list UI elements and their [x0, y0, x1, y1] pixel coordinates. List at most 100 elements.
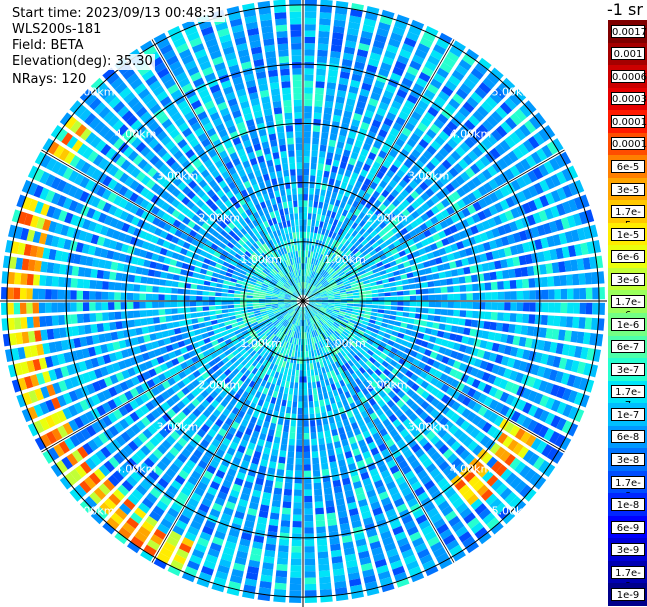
range-gate-cell	[311, 287, 317, 293]
range-gate-cell	[134, 319, 142, 327]
range-gate-cell	[259, 580, 272, 589]
range-gate-cell	[325, 257, 331, 264]
range-gate-cell	[234, 290, 241, 295]
range-gate-cell	[237, 445, 246, 454]
range-gate-cell	[494, 389, 504, 400]
range-gate-cell	[352, 309, 359, 313]
range-gate-cell	[252, 410, 260, 419]
range-gate-cell	[323, 392, 329, 400]
range-gate-cell	[358, 366, 366, 374]
range-gate-cell	[20, 273, 28, 285]
range-gate-cell	[331, 232, 337, 240]
range-gate-cell	[90, 268, 98, 279]
range-gate-cell	[361, 320, 369, 326]
range-gate-cell	[141, 326, 149, 335]
range-gate-cell	[231, 568, 244, 578]
range-gate-cell	[467, 256, 476, 265]
range-gate-cell	[96, 323, 104, 333]
range-gate-cell	[381, 234, 390, 242]
range-gate-cell	[314, 342, 319, 350]
range-gate-cell	[202, 296, 209, 301]
range-gate-cell	[178, 275, 186, 282]
range-gate-cell	[263, 374, 270, 382]
range-gate-cell	[304, 483, 312, 490]
range-gate-cell	[283, 387, 289, 395]
range-gate-cell	[308, 277, 312, 284]
range-gate-cell	[316, 361, 321, 369]
range-gate-cell	[222, 284, 230, 289]
range-gate-cell	[378, 297, 385, 301]
range-gate-cell	[433, 518, 446, 530]
range-gate-cell	[337, 387, 344, 395]
range-gate-cell	[295, 312, 299, 319]
range-gate-cell	[322, 281, 329, 287]
range-gate-cell	[246, 298, 253, 301]
range-gate-cell	[337, 359, 344, 367]
range-gate-cell	[340, 222, 347, 230]
range-gate-cell	[354, 454, 363, 463]
range-gate-cell	[278, 359, 284, 367]
range-gate-cell	[413, 127, 425, 138]
range-gate-cell	[411, 443, 421, 454]
range-gate-cell	[349, 264, 356, 270]
range-gate-cell	[70, 314, 78, 324]
range-gate-cell	[420, 320, 428, 327]
range-gate-cell	[331, 285, 339, 290]
range-gate-cell	[304, 489, 313, 497]
range-gate-cell	[246, 292, 254, 296]
range-gate-cell	[140, 318, 148, 326]
range-gate-cell	[458, 484, 471, 496]
range-gate-cell	[451, 190, 461, 201]
range-gate-cell	[470, 498, 483, 511]
range-gate-cell	[348, 436, 357, 445]
range-gate-cell	[410, 19, 425, 31]
range-gate-cell	[482, 241, 492, 252]
range-gate-cell	[120, 302, 128, 310]
range-gate-cell	[541, 144, 553, 158]
range-gate-cell	[442, 142, 454, 154]
range-gate-cell	[546, 447, 559, 461]
range-gate-cell	[45, 289, 52, 300]
range-gate-cell	[370, 380, 379, 389]
range-gate-cell	[344, 450, 353, 459]
range-gate-cell	[489, 442, 501, 455]
range-gate-cell	[350, 340, 357, 347]
range-gate-cell	[562, 184, 573, 198]
range-gate-cell	[522, 313, 530, 324]
range-gate-cell	[417, 469, 428, 480]
range-gate-cell	[417, 232, 426, 241]
range-gate-cell	[312, 213, 317, 221]
range-gate-cell	[177, 314, 185, 320]
range-gate-cell	[578, 211, 589, 225]
range-gate-cell	[390, 520, 402, 530]
range-gate-cell	[422, 295, 429, 301]
range-gate-cell	[167, 329, 176, 337]
range-gate-cell	[268, 461, 277, 469]
range-gate-cell	[392, 449, 402, 459]
range-gate-cell	[337, 327, 344, 333]
range-gate-cell	[203, 280, 211, 286]
range-gate-cell	[579, 194, 590, 208]
range-gate-cell	[190, 492, 202, 503]
range-gate-cell	[178, 320, 186, 327]
range-gate-cell	[328, 297, 335, 300]
range-gate-cell	[282, 327, 288, 334]
range-gate-cell	[253, 450, 262, 459]
range-gate-cell	[292, 344, 296, 351]
range-gate-cell	[378, 301, 385, 305]
range-gate-cell	[341, 155, 349, 164]
range-gate-cell	[353, 240, 361, 248]
range-gate-cell	[308, 394, 313, 402]
range-gate-cell	[177, 288, 185, 295]
range-gate-cell	[436, 67, 449, 79]
range-gate-cell	[459, 507, 472, 519]
range-gate-cell	[407, 318, 415, 324]
range-gate-cell	[389, 428, 399, 438]
range-gate-cell	[565, 316, 574, 328]
range-gate-cell	[433, 280, 441, 287]
range-gate-cell	[348, 177, 356, 186]
range-gate-cell	[358, 291, 366, 295]
range-gate-cell	[398, 250, 407, 257]
range-gate-cell	[500, 236, 510, 247]
range-gate-cell	[479, 340, 488, 349]
